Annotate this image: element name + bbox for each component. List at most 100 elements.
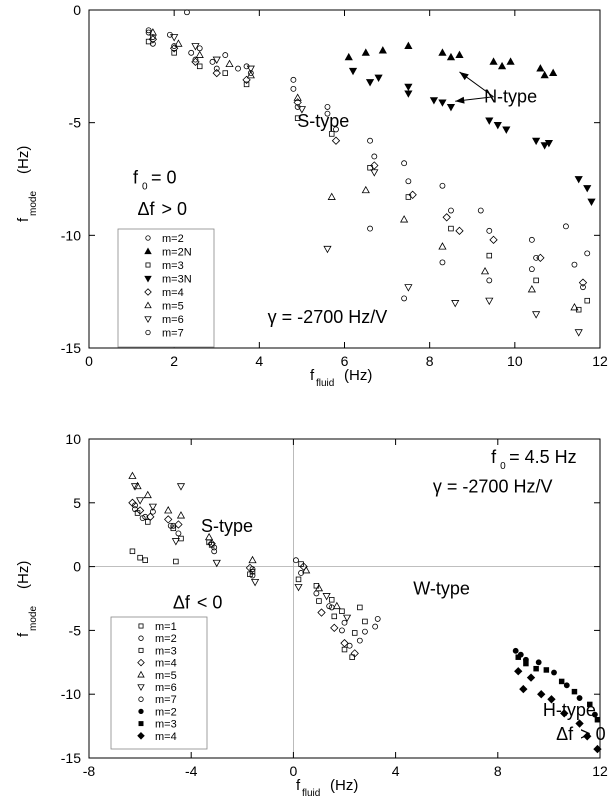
series-m=7-open: [145, 9, 591, 302]
annotation-delta: Δf: [556, 724, 574, 744]
data-point: [170, 34, 179, 42]
data-point: [526, 673, 536, 682]
data-point: [587, 198, 596, 206]
data-point: [196, 63, 203, 70]
data-point: [170, 522, 177, 529]
data-point: [134, 510, 141, 516]
legend-marker: [138, 696, 144, 702]
data-point: [298, 561, 304, 567]
data-point: [299, 562, 308, 571]
data-point: [196, 45, 203, 52]
data-point: [477, 207, 484, 214]
legend-label: m=3: [162, 260, 184, 272]
data-point: [164, 506, 173, 514]
y-axis-label-unit: (Hz): [15, 561, 32, 589]
data-point: [563, 682, 570, 689]
data-point: [593, 744, 602, 754]
data-point: [515, 654, 521, 660]
data-point: [173, 558, 179, 565]
data-point: [367, 225, 373, 232]
data-point: [339, 608, 345, 614]
data-point: [536, 253, 545, 263]
data-point: [528, 236, 535, 243]
data-point: [502, 126, 511, 134]
data-point: [365, 79, 375, 87]
data-point: [404, 90, 413, 98]
data-point: [570, 303, 579, 311]
data-point: [400, 215, 409, 223]
data-point: [313, 590, 320, 597]
legend-marker: [137, 658, 145, 667]
annotation-delta: Δf: [173, 593, 191, 613]
x-tick-label: 2: [170, 353, 178, 369]
series-m=2-open: [132, 502, 379, 649]
data-point: [350, 649, 359, 658]
data-point: [341, 619, 348, 626]
data-point: [560, 709, 569, 718]
data-point: [451, 300, 460, 308]
legend-marker: [144, 288, 152, 296]
legend-marker: [138, 708, 144, 715]
data-point: [149, 34, 156, 40]
data-point: [367, 137, 373, 144]
data-point: [446, 52, 456, 61]
data-point: [533, 277, 539, 284]
data-point: [344, 52, 353, 61]
data-point: [540, 142, 549, 150]
data-point: [370, 161, 379, 170]
legend-marker: [144, 316, 152, 324]
legend: m=1m=2m=3m=4m=5m=6m=7m=2m=3m=4: [110, 616, 208, 750]
data-point: [332, 601, 341, 610]
data-point: [480, 266, 490, 275]
annotation-f-sub: 0: [500, 461, 506, 472]
data-point: [209, 58, 216, 65]
annotation-f: f: [491, 447, 497, 467]
x-tick-label: 12: [592, 763, 608, 779]
y-axis-label-unit: (Hz): [15, 146, 32, 174]
data-point: [533, 665, 539, 672]
data-point: [249, 572, 256, 579]
data-point: [328, 131, 335, 137]
legend-label: m=1: [155, 621, 177, 633]
data-point: [351, 630, 358, 636]
data-point: [348, 67, 358, 76]
x-axis-label-sub: fluid: [302, 788, 320, 799]
data-point: [404, 83, 413, 92]
data-point: [333, 126, 339, 133]
data-point: [174, 39, 183, 47]
data-point: [594, 716, 601, 723]
data-point: [587, 701, 593, 708]
data-point: [294, 584, 303, 592]
data-point: [225, 59, 234, 67]
annotation-delta-f: Δf < 0: [173, 593, 223, 613]
data-point: [580, 284, 586, 291]
data-point: [489, 235, 498, 245]
y-tick-label: 0: [73, 2, 81, 18]
series-m=2N-filled: [344, 41, 558, 79]
data-point: [290, 85, 297, 92]
data-point: [293, 557, 299, 564]
data-point: [374, 615, 381, 622]
data-point: [222, 70, 229, 76]
legend-label: m=7: [162, 328, 184, 340]
data-point: [404, 284, 413, 292]
data-point: [544, 140, 554, 148]
data-point: [543, 667, 550, 673]
x-axis-label-main: f: [296, 777, 301, 794]
legend-marker: [137, 670, 145, 678]
legend-marker: [137, 732, 145, 740]
data-point: [356, 637, 363, 644]
data-point: [243, 63, 250, 70]
series-m=3-filled: [515, 654, 601, 723]
legend-label: m=4: [155, 658, 177, 670]
legend-marker: [145, 262, 151, 268]
data-point: [331, 136, 341, 145]
data-point: [571, 688, 578, 695]
data-point: [583, 732, 592, 741]
annotation-f-sub: 0: [142, 182, 148, 193]
legend-box: [117, 228, 215, 348]
y-axis-label-sub: mode: [28, 191, 39, 216]
data-point: [222, 52, 229, 58]
annotation-text: = 4.5 Hz: [509, 447, 577, 467]
data-point: [148, 503, 157, 512]
